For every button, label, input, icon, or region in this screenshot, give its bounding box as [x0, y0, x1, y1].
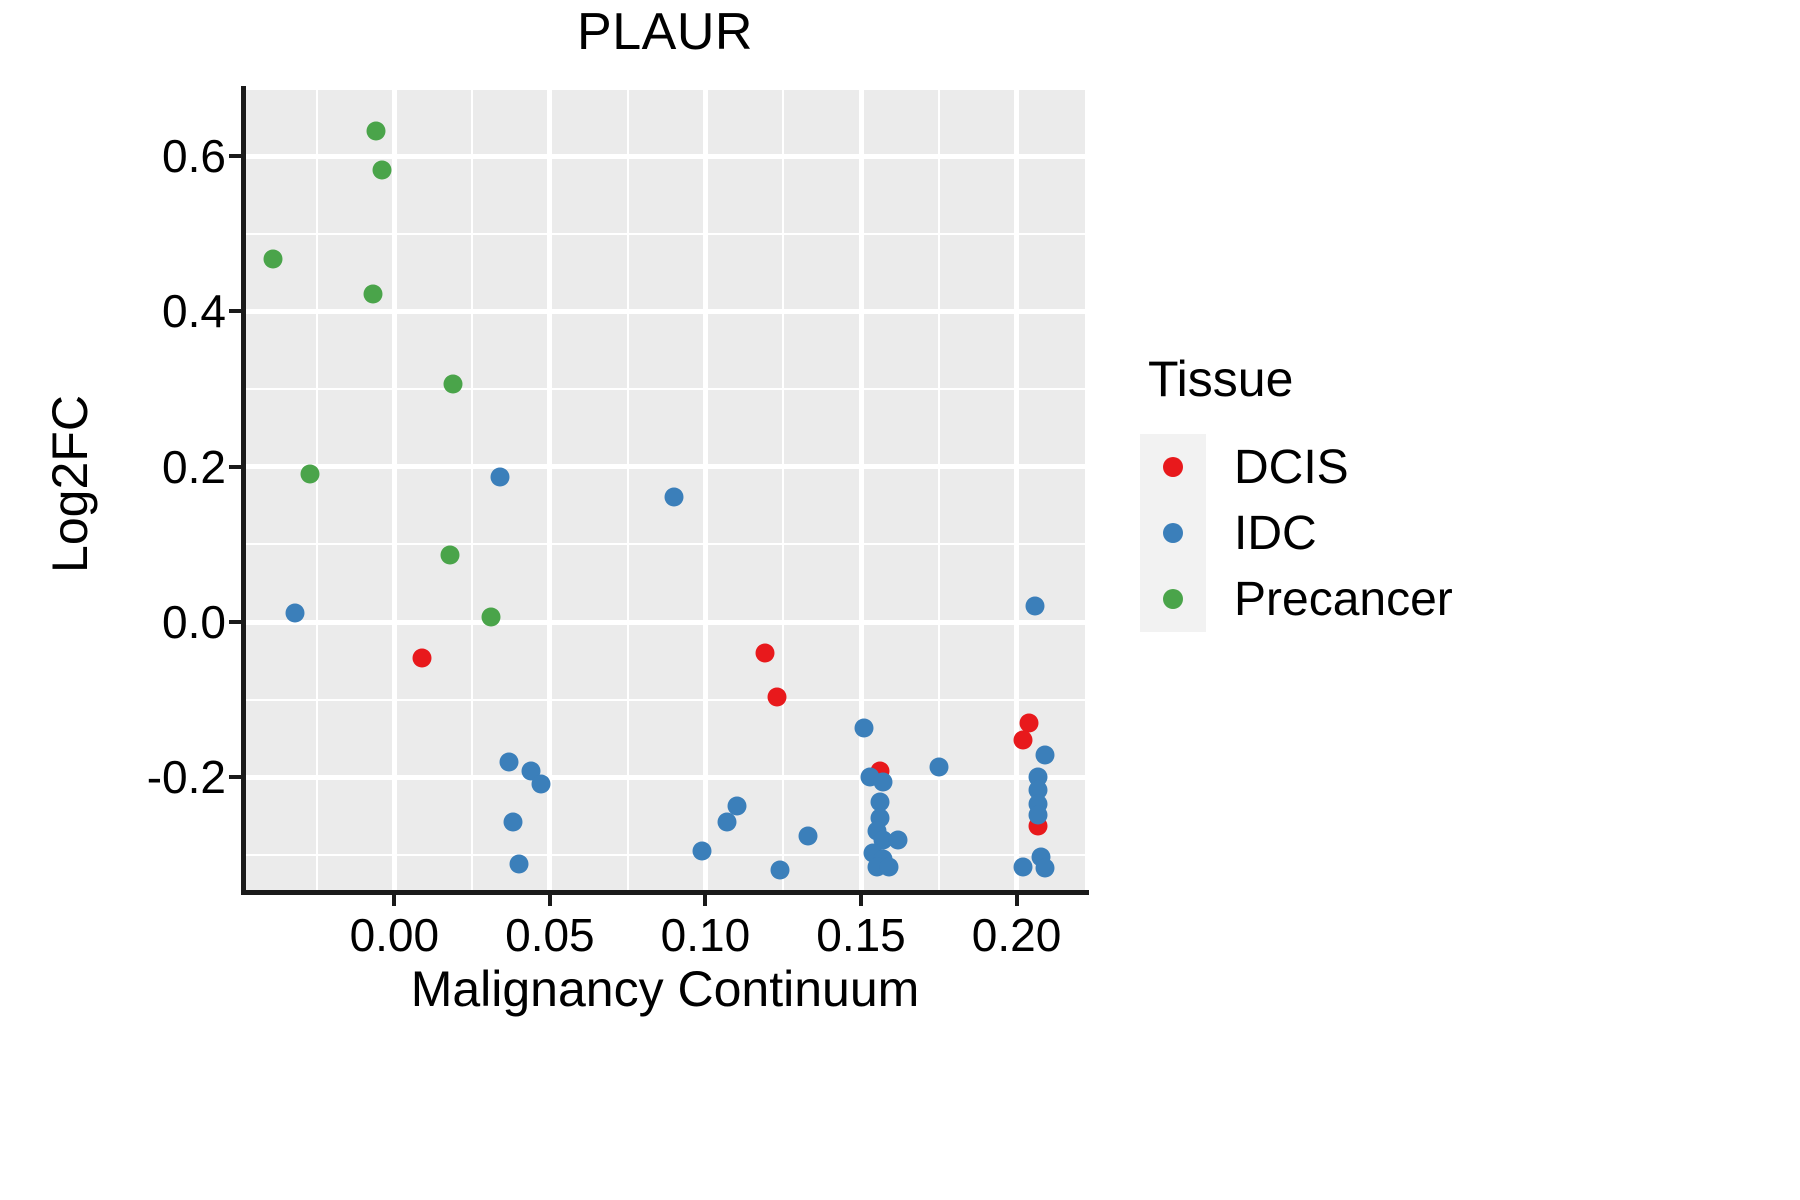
data-point-idc — [727, 796, 747, 816]
data-point-precancer — [481, 607, 501, 627]
data-point-precancer — [443, 374, 463, 394]
gridline-major-horizontal — [245, 153, 1085, 159]
data-point-dcis — [1019, 713, 1039, 733]
data-point-idc — [499, 752, 519, 772]
data-point-idc — [490, 467, 510, 487]
data-point-precancer — [440, 545, 460, 565]
y-tick-label: 0.0 — [162, 596, 226, 649]
gridline-major-vertical — [702, 90, 708, 890]
y-tick-mark — [229, 154, 241, 159]
x-tick-mark — [703, 894, 708, 906]
data-point-dcis — [767, 687, 787, 707]
y-tick-label: 0.2 — [162, 440, 226, 493]
gridline-major-horizontal — [245, 308, 1085, 314]
data-point-precancer — [363, 284, 383, 304]
y-tick-label: 0.4 — [162, 285, 226, 338]
gridline-major-horizontal — [245, 774, 1085, 780]
data-point-idc — [798, 826, 818, 846]
legend: Tissue DCIS IDC Precancer — [1140, 350, 1660, 632]
legend-dot-icon — [1163, 457, 1183, 477]
gridline-minor-horizontal — [245, 698, 1085, 701]
gridline-major-vertical — [858, 90, 864, 890]
legend-item-label: DCIS — [1234, 440, 1349, 494]
data-point-idc — [770, 860, 790, 880]
data-point-idc — [870, 792, 890, 812]
legend-key-swatch — [1140, 434, 1206, 500]
data-point-idc — [509, 854, 529, 874]
x-axis-title: Malignancy Continuum — [410, 961, 920, 1017]
data-point-idc — [503, 812, 523, 832]
gridline-minor-vertical — [471, 90, 474, 890]
x-tick-label: 0.05 — [505, 909, 595, 961]
y-tick-label: -0.2 — [146, 751, 226, 804]
x-tick-mark — [392, 894, 397, 906]
gridline-minor-vertical — [626, 90, 629, 890]
plot-panel — [245, 90, 1085, 890]
y-axis-title: Log2FC — [42, 395, 98, 573]
data-point-idc — [1035, 745, 1055, 765]
data-point-idc — [531, 774, 551, 794]
data-point-idc — [854, 718, 874, 738]
x-tick-mark — [547, 894, 552, 906]
y-tick-label: 0.6 — [162, 130, 226, 183]
gridline-minor-horizontal — [245, 232, 1085, 235]
legend-item-label: IDC — [1234, 506, 1317, 560]
gridline-minor-horizontal — [245, 854, 1085, 857]
data-point-precancer — [372, 160, 392, 180]
page-title: PLAUR — [577, 3, 753, 61]
legend-item-precancer[interactable]: Precancer — [1140, 566, 1660, 632]
gridline-major-vertical — [1014, 90, 1020, 890]
legend-item-dcis[interactable]: DCIS — [1140, 434, 1660, 500]
y-tick-mark — [229, 309, 241, 314]
x-tick-mark — [1014, 894, 1019, 906]
data-point-idc — [285, 603, 305, 623]
data-point-idc — [664, 487, 684, 507]
data-point-idc — [717, 812, 737, 832]
data-point-idc — [1025, 596, 1045, 616]
data-point-idc — [873, 772, 893, 792]
legend-key-swatch — [1140, 500, 1206, 566]
x-tick-label: 0.10 — [660, 909, 751, 961]
gridline-minor-vertical — [315, 90, 318, 890]
legend-dot-icon — [1163, 589, 1183, 609]
data-point-idc — [1028, 805, 1048, 825]
gridline-major-horizontal — [245, 619, 1085, 625]
gridline-minor-horizontal — [245, 543, 1085, 546]
y-tick-mark — [229, 620, 241, 625]
gridline-minor-horizontal — [245, 388, 1085, 391]
x-tick-label: 0.20 — [971, 909, 1062, 961]
x-tick-label: 0.00 — [349, 909, 440, 961]
gridline-major-horizontal — [245, 464, 1085, 470]
data-point-idc — [929, 757, 949, 777]
data-point-precancer — [263, 249, 283, 269]
data-point-precancer — [366, 121, 386, 141]
legend-item-idc[interactable]: IDC — [1140, 500, 1660, 566]
data-point-precancer — [300, 464, 320, 484]
legend-title: Tissue — [1148, 351, 1294, 407]
legend-key-swatch — [1140, 566, 1206, 632]
y-tick-mark — [229, 464, 241, 469]
x-tick-mark — [859, 894, 863, 906]
y-axis-line — [241, 86, 246, 894]
gridline-minor-vertical — [782, 90, 785, 890]
data-point-idc — [888, 830, 908, 849]
data-point-idc — [879, 857, 899, 877]
legend-item-label: Precancer — [1234, 572, 1453, 626]
gridline-major-vertical — [547, 90, 553, 890]
gridline-major-vertical — [391, 90, 397, 890]
data-point-dcis — [755, 643, 775, 663]
legend-dot-icon — [1163, 523, 1183, 543]
data-point-idc — [692, 841, 712, 861]
data-point-dcis — [1013, 730, 1033, 750]
x-axis-line — [241, 890, 1089, 895]
x-tick-label: 0.15 — [816, 909, 906, 961]
legend-items: DCIS IDC Precancer — [1140, 434, 1660, 632]
y-tick-mark — [229, 775, 241, 780]
gridline-minor-vertical — [937, 90, 940, 890]
data-point-dcis — [412, 648, 432, 668]
data-point-idc — [1013, 857, 1033, 877]
data-point-idc — [1035, 858, 1055, 878]
